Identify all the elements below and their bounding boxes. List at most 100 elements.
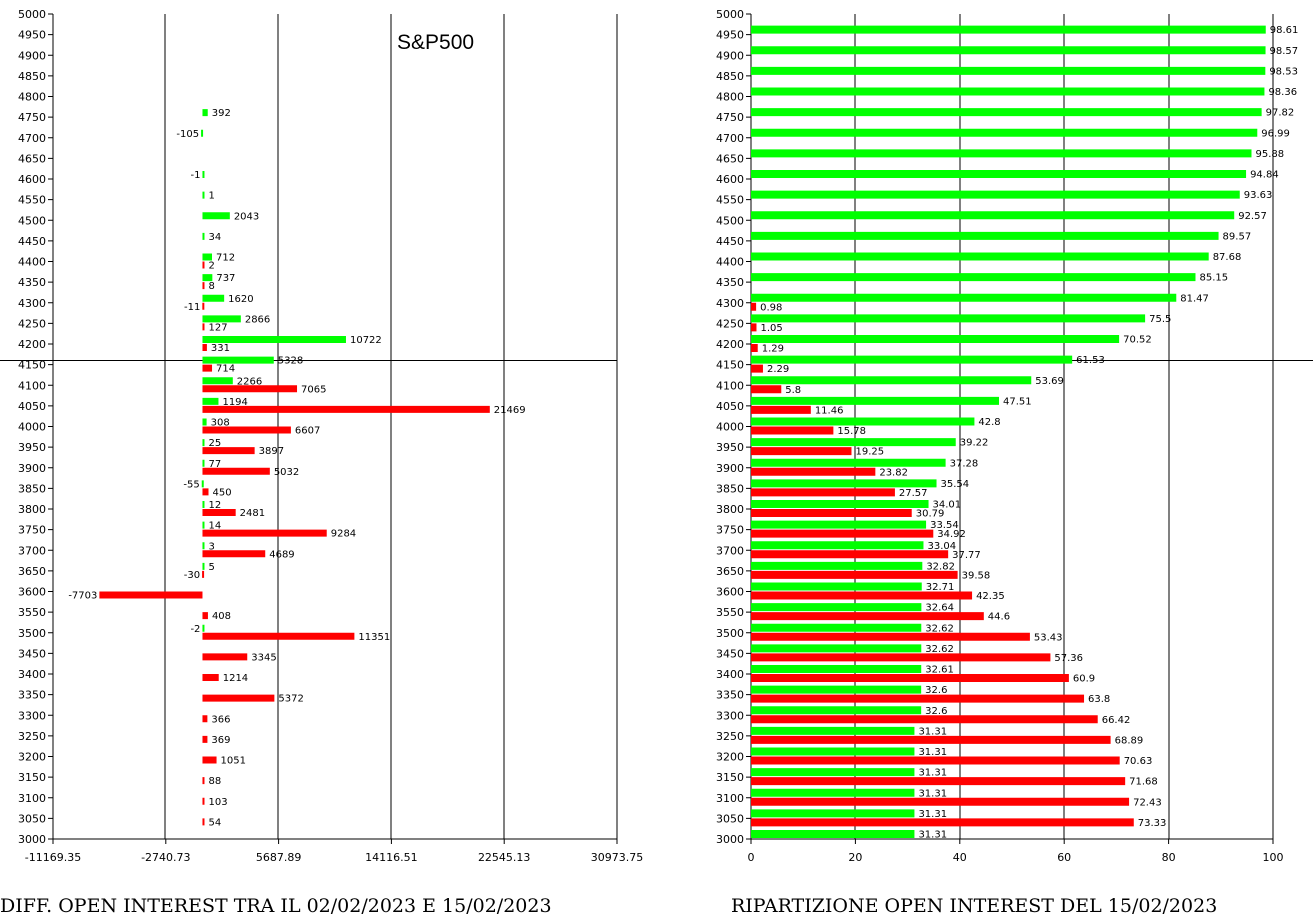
data-label: 2.29 — [767, 364, 789, 375]
bar — [751, 653, 1051, 662]
bar — [99, 591, 203, 599]
y-tick-label: 3950 — [716, 441, 744, 454]
data-label: 89.57 — [1223, 231, 1252, 242]
y-tick-label: 4950 — [716, 29, 744, 42]
bar — [751, 685, 922, 694]
data-label: 450 — [213, 487, 232, 498]
y-tick-label: 3800 — [716, 503, 744, 516]
data-label: 57.36 — [1054, 653, 1083, 664]
y-tick-label: 4450 — [18, 235, 46, 248]
data-label: 32.64 — [925, 603, 954, 614]
y-tick-label: 3000 — [716, 833, 744, 846]
x-tick-label: 30973.75 — [591, 851, 644, 864]
data-label: 1214 — [223, 673, 248, 684]
y-tick-label: 3750 — [716, 524, 744, 537]
bar — [751, 417, 975, 426]
data-label: 32.6 — [925, 685, 947, 696]
bar — [202, 302, 205, 310]
y-tick-label: 3500 — [18, 627, 46, 640]
bar — [202, 570, 205, 578]
bar — [751, 644, 922, 653]
y-tick-label: 3300 — [716, 709, 744, 722]
data-label: 2481 — [240, 508, 265, 519]
bar — [202, 397, 219, 405]
y-tick-label: 4950 — [18, 29, 46, 42]
data-label: 5328 — [278, 356, 303, 367]
data-label: 37.77 — [952, 550, 981, 561]
data-label: 30.79 — [916, 509, 945, 520]
bar — [751, 323, 757, 332]
bar — [751, 694, 1085, 703]
y-tick-label: 3050 — [716, 812, 744, 825]
bar — [202, 212, 230, 220]
data-label: 47.51 — [1003, 396, 1032, 407]
y-tick-label: 4350 — [18, 276, 46, 289]
bar — [751, 335, 1120, 343]
data-label: 39.22 — [960, 438, 989, 449]
y-tick-label: 4150 — [716, 359, 744, 372]
bar — [202, 521, 205, 529]
bar — [202, 261, 205, 269]
bar — [202, 377, 233, 385]
data-label: 66.42 — [1102, 715, 1131, 726]
bar — [751, 756, 1120, 765]
data-label: 23.82 — [879, 467, 908, 478]
bar — [202, 385, 298, 393]
y-tick-label: 4750 — [18, 111, 46, 124]
y-tick-label: 4250 — [18, 317, 46, 330]
chart-caption: DIFF. OPEN INTEREST TRA IL 02/02/2023 E … — [0, 895, 552, 917]
x-tick-label: 20 — [848, 851, 862, 864]
data-label: 44.6 — [988, 612, 1010, 623]
data-label: 366 — [211, 714, 230, 725]
chart-title: S&P500 — [397, 31, 474, 54]
data-label: 32.61 — [925, 665, 954, 676]
bar — [751, 500, 929, 508]
y-tick-label: 3150 — [716, 771, 744, 784]
y-tick-label: 3650 — [716, 565, 744, 578]
bar — [202, 356, 274, 364]
y-tick-label: 4900 — [716, 49, 744, 62]
y-tick-label: 3450 — [716, 647, 744, 660]
bar — [751, 488, 895, 497]
x-tick-label: 60 — [1057, 851, 1071, 864]
y-tick-label: 3600 — [18, 586, 46, 599]
data-label: 127 — [208, 322, 227, 333]
data-label: 21469 — [494, 405, 526, 416]
y-tick-label: 3600 — [716, 586, 744, 599]
bar — [202, 542, 205, 550]
data-label: 98.53 — [1269, 66, 1298, 77]
y-tick-label: 4100 — [18, 379, 46, 392]
data-label: 11351 — [358, 632, 390, 643]
y-tick-label: 3150 — [18, 771, 46, 784]
bar — [751, 797, 1130, 806]
y-tick-label: 4750 — [716, 111, 744, 124]
data-label: 94.84 — [1250, 170, 1279, 181]
bar — [202, 315, 241, 323]
bar — [751, 715, 1098, 724]
x-tick-label: 40 — [953, 851, 967, 864]
y-tick-label: 4450 — [716, 235, 744, 248]
data-label: 60.9 — [1073, 674, 1095, 685]
bar — [751, 87, 1265, 96]
data-label: 12 — [208, 500, 221, 511]
data-label: 15.78 — [837, 426, 866, 437]
y-tick-label: 4700 — [716, 132, 744, 145]
bar — [751, 447, 852, 456]
data-label: 4689 — [269, 549, 294, 560]
y-tick-label: 4150 — [18, 359, 46, 372]
data-label: 34.01 — [933, 500, 962, 511]
y-tick-label: 3400 — [716, 668, 744, 681]
bar — [751, 344, 758, 352]
bar — [751, 273, 1196, 282]
y-tick-label: 3250 — [716, 730, 744, 743]
data-label: 37.28 — [950, 458, 979, 469]
x-tick-label: 22545.13 — [478, 851, 531, 864]
data-label: -55 — [183, 479, 199, 490]
bar — [202, 735, 208, 743]
data-label: 712 — [216, 253, 235, 264]
x-tick-label: 5687.89 — [256, 851, 302, 864]
y-tick-label: 4800 — [716, 91, 744, 104]
bar — [751, 818, 1134, 827]
data-label: 5 — [208, 562, 214, 573]
bar — [751, 561, 923, 570]
